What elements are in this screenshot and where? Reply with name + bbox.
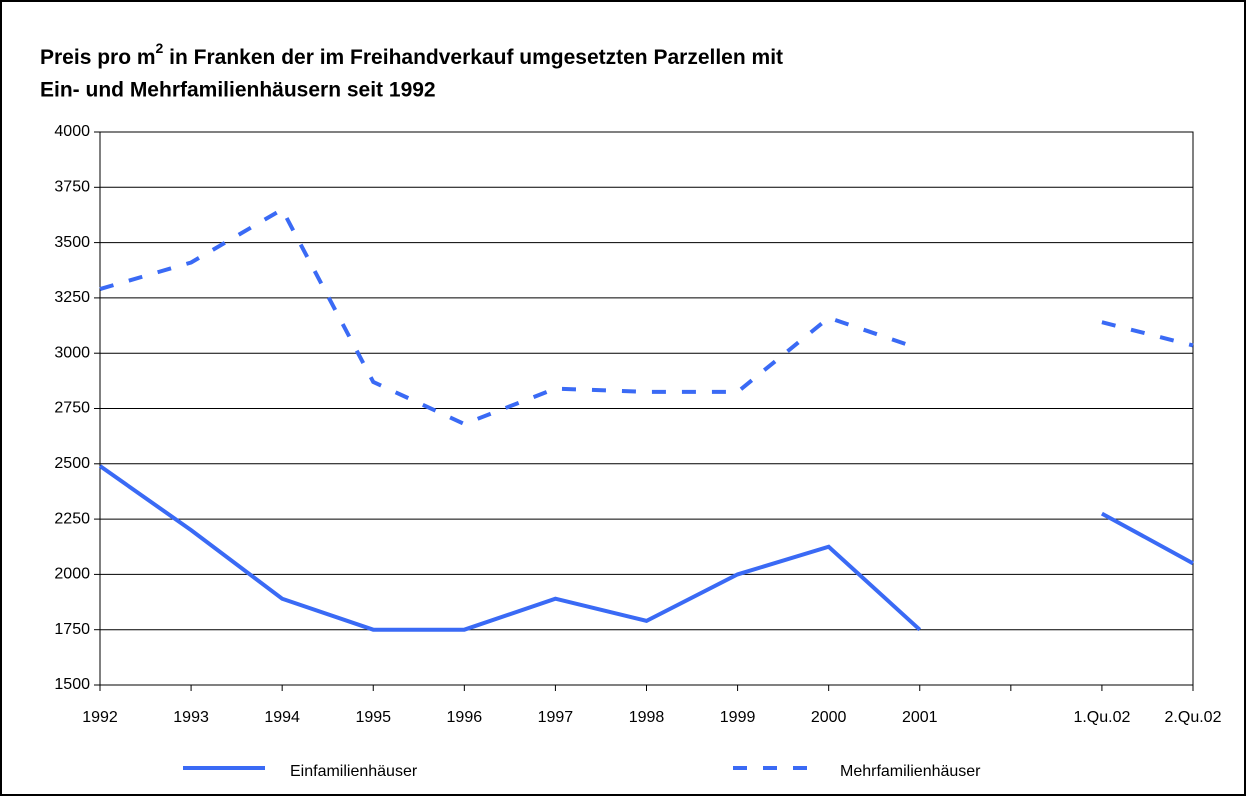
x-tick-label: 1996 xyxy=(447,709,483,726)
legend-label: Einfamilienhäuser xyxy=(290,763,418,780)
x-tick-label: 1992 xyxy=(82,709,118,726)
y-tick-label: 1750 xyxy=(54,621,90,638)
x-tick-label: 2.Qu.02 xyxy=(1165,709,1222,726)
series-line xyxy=(99,206,1194,427)
x-tick-label: 2001 xyxy=(902,709,938,726)
x-tick-label: 2000 xyxy=(811,709,847,726)
x-tick-label: 1.Qu.02 xyxy=(1073,709,1130,726)
y-tick-label: 4000 xyxy=(54,123,90,140)
y-tick-label: 2250 xyxy=(54,510,90,527)
x-tick-label: 1999 xyxy=(720,709,756,726)
x-tick-label: 1994 xyxy=(264,709,300,726)
title-superscript: 2 xyxy=(156,40,164,56)
y-tick-label: 1500 xyxy=(54,676,90,693)
series-line xyxy=(98,464,1194,632)
y-tick-label: 3750 xyxy=(54,179,90,196)
title-part: Preis pro m xyxy=(40,46,156,69)
x-tick-label: 1998 xyxy=(629,709,665,726)
y-tick-label: 3500 xyxy=(54,234,90,251)
y-tick-label: 3250 xyxy=(54,289,90,306)
title-part: in Franken der im Freihandverkauf umgese… xyxy=(163,46,783,69)
y-tick-label: 2500 xyxy=(54,455,90,472)
y-tick-label: 3000 xyxy=(54,344,90,361)
x-tick-label: 1993 xyxy=(173,709,209,726)
x-tick-label: 1997 xyxy=(538,709,574,726)
legend-label: Mehrfamilienhäuser xyxy=(840,763,981,780)
y-tick-label: 2000 xyxy=(54,566,90,583)
x-tick-label: 1995 xyxy=(355,709,391,726)
y-tick-label: 2750 xyxy=(54,400,90,417)
chart-title: Preis pro m2 in Franken der im Freihandv… xyxy=(40,40,783,69)
chart-title: Ein- und Mehrfamilienhäusern seit 1992 xyxy=(40,79,436,102)
